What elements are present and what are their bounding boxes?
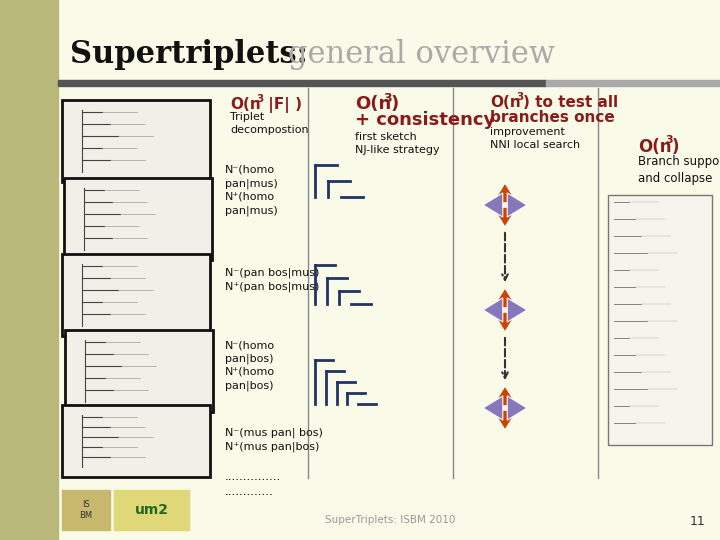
Text: first sketch
NJ-like strategy: first sketch NJ-like strategy: [355, 132, 440, 155]
Text: N⁻(homo
pan|mus)
N⁺(homo
pan|mus): N⁻(homo pan|mus) N⁺(homo pan|mus): [225, 165, 278, 215]
Text: 3: 3: [256, 94, 264, 104]
Text: Branch support
and collapse: Branch support and collapse: [638, 155, 720, 185]
Polygon shape: [493, 386, 517, 406]
Text: branches once: branches once: [490, 110, 615, 125]
Text: Triplet
decompostion: Triplet decompostion: [230, 112, 309, 135]
Polygon shape: [493, 312, 517, 332]
Polygon shape: [507, 298, 527, 322]
Text: N⁻(pan bos|mus)
N⁺(pan bos|mus): N⁻(pan bos|mus) N⁺(pan bos|mus): [225, 268, 320, 292]
Polygon shape: [493, 183, 517, 203]
Bar: [65, 330, 213, 412]
Text: Supertriplets:: Supertriplets:: [70, 39, 318, 71]
Polygon shape: [507, 193, 527, 217]
Text: 3: 3: [665, 135, 672, 145]
Polygon shape: [483, 298, 503, 322]
Bar: [0, 0, 58, 540]
Text: 3: 3: [383, 92, 392, 105]
Text: ...............: ...............: [225, 470, 282, 483]
Bar: [62, 100, 210, 182]
Bar: [114, 490, 189, 530]
Text: O(n: O(n: [490, 95, 521, 110]
Text: ) to test all: ) to test all: [523, 95, 618, 110]
Text: ): ): [390, 95, 398, 113]
Text: um2: um2: [135, 503, 169, 517]
Text: 11: 11: [689, 515, 705, 528]
Bar: [62, 405, 210, 477]
Text: |F| ): |F| ): [263, 97, 302, 113]
Text: N⁻(mus pan| bos)
N⁺(mus pan|bos): N⁻(mus pan| bos) N⁺(mus pan|bos): [225, 428, 323, 452]
Text: 3: 3: [516, 92, 523, 102]
Text: improvement
NNI local search: improvement NNI local search: [490, 127, 580, 150]
Text: ): ): [672, 138, 680, 156]
Polygon shape: [493, 410, 517, 430]
Polygon shape: [493, 288, 517, 308]
Text: IS
BM: IS BM: [79, 500, 93, 519]
Polygon shape: [483, 396, 503, 420]
Polygon shape: [493, 207, 517, 227]
Bar: [58, 80, 546, 86]
Text: O(n: O(n: [355, 95, 391, 113]
Polygon shape: [507, 396, 527, 420]
Bar: [546, 80, 720, 86]
Text: .............: .............: [225, 485, 274, 498]
Bar: [64, 178, 212, 260]
Text: + consistency: + consistency: [355, 111, 495, 129]
Text: O(n: O(n: [638, 138, 672, 156]
Text: N⁻(homo
pan|bos)
N⁺(homo
pan|bos): N⁻(homo pan|bos) N⁺(homo pan|bos): [225, 340, 275, 390]
Bar: [62, 254, 210, 336]
Bar: [62, 490, 110, 530]
Text: general overview: general overview: [288, 39, 555, 71]
Text: O(n: O(n: [230, 97, 261, 112]
Polygon shape: [483, 193, 503, 217]
Bar: [608, 195, 712, 445]
Text: SuperTriplets: ISBM 2010: SuperTriplets: ISBM 2010: [325, 515, 455, 525]
